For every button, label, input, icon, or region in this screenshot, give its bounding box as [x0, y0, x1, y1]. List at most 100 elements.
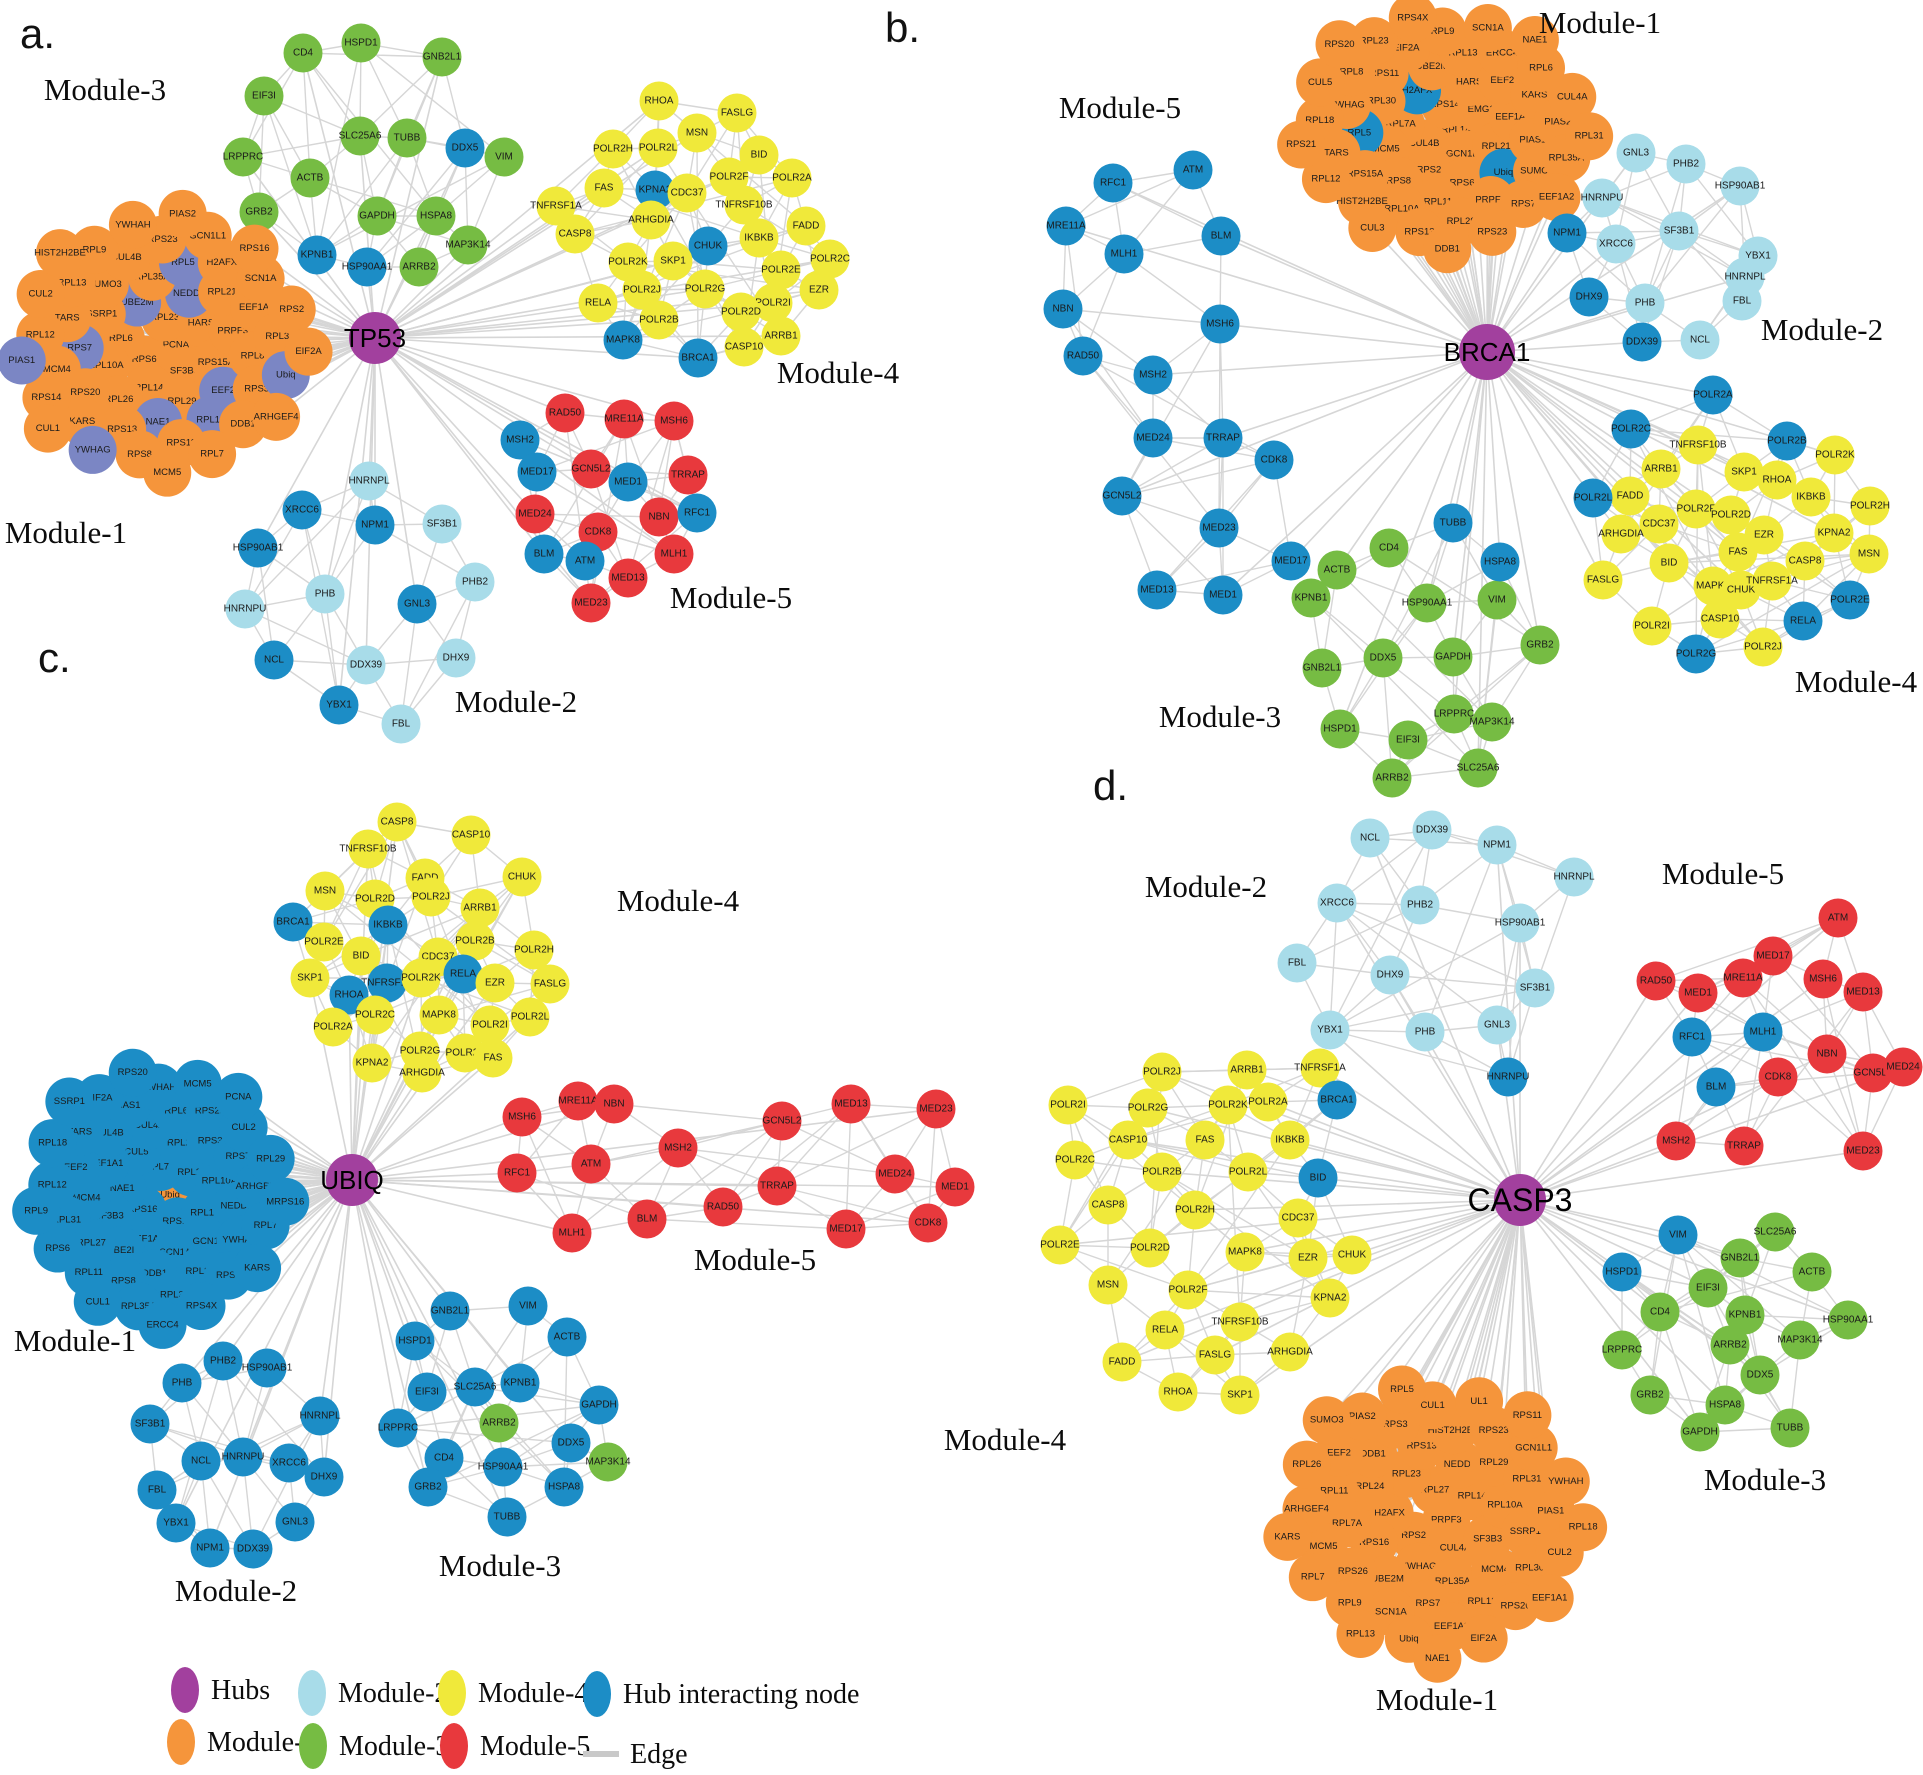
node-tnfrsf10b[interactable]: TNFRSF10B	[715, 185, 773, 225]
node-ezr[interactable]: EZR	[475, 963, 515, 1003]
node-circle-mapk8[interactable]	[603, 320, 643, 360]
node-circle-vim[interactable]	[508, 1286, 548, 1326]
node-phb2[interactable]: PHB2	[455, 562, 495, 602]
node-circle-nbn[interactable]	[1807, 1034, 1847, 1074]
node-arrb1[interactable]: ARRB1	[761, 316, 801, 356]
node-circle-hnrnpl[interactable]	[349, 461, 389, 501]
node-slc25a6[interactable]: SLC25A6	[1754, 1212, 1797, 1252]
node-circle-mrps16[interactable]	[261, 1177, 310, 1226]
node-ddx39[interactable]: DDX39	[1412, 810, 1452, 850]
node-circle-polr2d[interactable]	[1130, 1228, 1170, 1268]
node-skp1[interactable]: SKP1	[1220, 1375, 1260, 1415]
node-circle-brca1[interactable]	[1317, 1080, 1357, 1120]
node-circle-scn1a[interactable]	[1463, 4, 1512, 53]
node-ywhag[interactable]: YWHAG	[68, 425, 117, 474]
node-circle-fbl[interactable]	[1722, 281, 1762, 321]
node-circle-kpna2[interactable]	[1310, 1278, 1350, 1318]
hub-circle-brca1[interactable]	[1459, 324, 1515, 380]
node-phb[interactable]: PHB	[162, 1363, 202, 1403]
node-circle-hspa8[interactable]	[1705, 1385, 1745, 1425]
node-rps20[interactable]: RPS20	[108, 1048, 157, 1097]
node-circle-rela[interactable]	[1783, 601, 1823, 641]
node-map3k14[interactable]: MAP3K14	[445, 225, 491, 265]
node-circle-rpl7[interactable]	[1288, 1553, 1337, 1602]
node-circle-fadd[interactable]	[1102, 1342, 1142, 1382]
node-hspd1[interactable]: HSPD1	[1320, 709, 1360, 749]
node-med17[interactable]: MED17	[1753, 936, 1793, 976]
node-circle-rpl7[interactable]	[188, 430, 237, 479]
node-circle-gnb2l1[interactable]	[430, 1291, 470, 1331]
node-polr2b[interactable]: POLR2B	[639, 300, 679, 340]
node-circle-map3k14[interactable]	[1780, 1320, 1820, 1360]
node-circle-mcm5[interactable]	[143, 448, 192, 497]
node-circle-casp8[interactable]	[377, 802, 417, 842]
node-circle-med24[interactable]	[515, 494, 555, 534]
node-circle-gnb2l1[interactable]	[1720, 1238, 1760, 1278]
node-polr2l[interactable]: POLR2L	[638, 128, 678, 168]
node-ybx1[interactable]: YBX1	[319, 685, 359, 725]
node-circle-cul2[interactable]	[16, 269, 65, 318]
node-circle-msn[interactable]	[1088, 1265, 1128, 1305]
node-tnfrsf1a[interactable]: TNFRSF1A	[1746, 561, 1798, 601]
node-npm1[interactable]: NPM1	[355, 505, 395, 545]
node-mlh1[interactable]: MLH1	[1104, 234, 1144, 274]
node-vim[interactable]: VIM	[484, 137, 524, 177]
node-circle-tnfrsf1a[interactable]	[1300, 1048, 1340, 1088]
node-hspa8[interactable]: HSPA8	[1705, 1385, 1745, 1425]
node-med17[interactable]: MED17	[1271, 541, 1311, 581]
node-lrpprc[interactable]: LRPPRC	[378, 1408, 419, 1448]
node-circle-rela[interactable]	[578, 283, 618, 323]
node-ywhah[interactable]: YWHAH	[108, 200, 157, 249]
node-vim[interactable]: VIM	[1477, 580, 1517, 620]
node-circle-polr2d[interactable]	[721, 292, 761, 332]
node-tnfrsf10b[interactable]: TNFRSF10B	[1211, 1302, 1269, 1342]
node-rfc1[interactable]: RFC1	[1093, 163, 1133, 203]
node-circle-rpl9[interactable]	[70, 225, 119, 274]
node-circle-brca1[interactable]	[678, 338, 718, 378]
node-circle-med17[interactable]	[826, 1209, 866, 1249]
node-mcm5[interactable]: MCM5	[173, 1059, 222, 1108]
node-circle-kpnb1[interactable]	[297, 235, 337, 275]
node-nbn[interactable]: NBN	[594, 1084, 634, 1124]
node-circle-ezr[interactable]	[1288, 1238, 1328, 1278]
node-atm[interactable]: ATM	[1173, 150, 1213, 190]
node-circle-msh6[interactable]	[502, 1097, 542, 1137]
node-circle-fbl[interactable]	[1277, 943, 1317, 983]
node-phb2[interactable]: PHB2	[1666, 144, 1706, 184]
node-circle-mre11a[interactable]	[1046, 206, 1086, 246]
node-cd4[interactable]: CD4	[283, 33, 323, 73]
node-ddx5[interactable]: DDX5	[551, 1423, 591, 1463]
node-circle-casp10[interactable]	[451, 815, 491, 855]
node-circle-ikbkb[interactable]	[1791, 477, 1831, 517]
node-circle-rfc1[interactable]	[1672, 1017, 1712, 1057]
node-actb[interactable]: ACTB	[1317, 550, 1357, 590]
node-circle-ybx1[interactable]	[156, 1503, 196, 1543]
node-circle-map3k14[interactable]	[588, 1442, 628, 1482]
node-nae1[interactable]: NAE1	[1510, 16, 1559, 65]
node-circle-mre11a[interactable]	[1723, 958, 1763, 998]
node-polr2e[interactable]: POLR2E	[761, 250, 801, 290]
node-ybx1[interactable]: YBX1	[1310, 1010, 1350, 1050]
node-rpl13[interactable]: RPL13	[1336, 1610, 1385, 1659]
node-circle-polr2l[interactable]	[1228, 1152, 1268, 1192]
node-circle-pias2[interactable]	[1338, 1392, 1387, 1441]
node-arrb1[interactable]: ARRB1	[1227, 1050, 1267, 1090]
node-circle-ybx1[interactable]	[1310, 1010, 1350, 1050]
node-circle-phb[interactable]	[1405, 1012, 1445, 1052]
node-mapk8[interactable]: MAPK8	[419, 995, 459, 1035]
node-circle-tubb[interactable]	[487, 1497, 527, 1537]
node-polr2a[interactable]: POLR2A	[313, 1007, 353, 1047]
node-circle-polr2a[interactable]	[1693, 375, 1733, 415]
node-rad50[interactable]: RAD50	[545, 393, 585, 433]
node-circle-ikbkb[interactable]	[739, 218, 779, 258]
node-hspd1[interactable]: HSPD1	[341, 23, 381, 63]
node-circle-skp1[interactable]	[1724, 452, 1764, 492]
node-circle-chuk[interactable]	[502, 857, 542, 897]
node-circle-phb2[interactable]	[1400, 885, 1440, 925]
node-circle-polr2j[interactable]	[1142, 1052, 1182, 1092]
node-med24[interactable]: MED24	[1133, 418, 1173, 458]
node-circle-rps2[interactable]	[267, 285, 316, 334]
node-circle-mlh1[interactable]	[1104, 234, 1144, 274]
node-cul2[interactable]: CUL2	[16, 269, 65, 318]
node-hnrnpu[interactable]: HNRNPU	[1487, 1057, 1530, 1097]
